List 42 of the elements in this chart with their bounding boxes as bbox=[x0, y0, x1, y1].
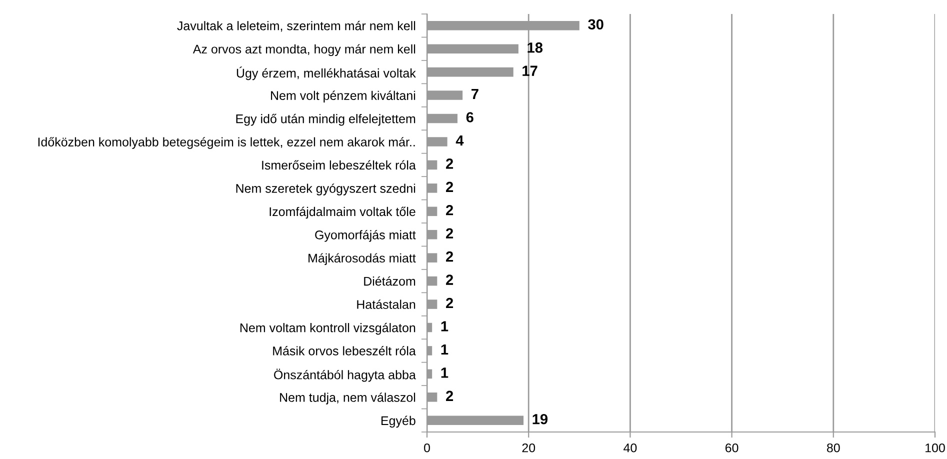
data-label: 30 bbox=[588, 19, 604, 30]
data-label: 6 bbox=[466, 112, 474, 122]
x-tick-label: 20 bbox=[522, 443, 536, 452]
data-label: 18 bbox=[528, 42, 543, 53]
y-tick-label: Gyomorfájás miatt bbox=[315, 230, 416, 242]
y-tick-label: Nem voltam kontroll vizsgálaton bbox=[240, 322, 416, 335]
y-tick-label: Javultak a leleteim, szerintem már nem kell bbox=[177, 20, 416, 32]
data-label: 2 bbox=[446, 182, 454, 192]
y-tick-label: Nem szeretek gyógyszert szedni bbox=[236, 184, 416, 196]
y-tick-label: Izomfájdalmaim voltak tőle bbox=[270, 206, 416, 219]
data-label: 1 bbox=[441, 321, 448, 332]
x-tick-label: 100 bbox=[926, 443, 945, 452]
x-tick-label: 40 bbox=[624, 443, 637, 452]
x-tick-label: 80 bbox=[826, 443, 840, 452]
data-label: 1 bbox=[441, 344, 448, 354]
y-tick-label: Úgy érzem, mellékhatásai voltak bbox=[236, 66, 416, 80]
data-label: 2 bbox=[446, 274, 454, 285]
data-label: 2 bbox=[446, 298, 454, 308]
y-tick-label: Ismerőseim lebeszéltek róla bbox=[262, 160, 416, 170]
y-tick-label: Diétázom bbox=[364, 276, 416, 286]
x-tick-label: 0 bbox=[424, 443, 430, 452]
y-tick-label: Egy idő után mindig elfelejtettem bbox=[236, 114, 416, 126]
data-label: 2 bbox=[446, 158, 454, 169]
data-label: 19 bbox=[532, 414, 548, 424]
y-tick-label: Májkárosodás miatt bbox=[308, 253, 416, 266]
y-tick-label: Másik orvos lebeszélt róla bbox=[273, 346, 416, 356]
y-tick-label: Hatástalan bbox=[357, 300, 416, 309]
y-tick-label: Nem tudja, nem válaszol bbox=[280, 392, 416, 404]
data-label: 17 bbox=[522, 66, 538, 76]
data-label: 2 bbox=[446, 228, 454, 238]
x-tick-label: 60 bbox=[725, 443, 738, 452]
data-label: 2 bbox=[446, 204, 454, 216]
data-label: 2 bbox=[446, 390, 454, 401]
data-label: 2 bbox=[446, 251, 454, 262]
y-tick-label: Időközben komolyabb betegségeim is lettek, ezzel nem akarok már.. bbox=[38, 137, 415, 149]
y-tick-label: Önszántából hagyta abba bbox=[274, 368, 416, 382]
y-tick-label: Az orvos azt mondta, hogy már nem kell bbox=[192, 44, 416, 56]
data-label: 7 bbox=[472, 89, 478, 100]
data-label: 4 bbox=[456, 135, 464, 146]
y-tick-label: Egyéb bbox=[381, 416, 416, 428]
y-tick-label: Nem volt pénzem kiváltani bbox=[271, 90, 416, 102]
data-label: 1 bbox=[441, 368, 448, 378]
